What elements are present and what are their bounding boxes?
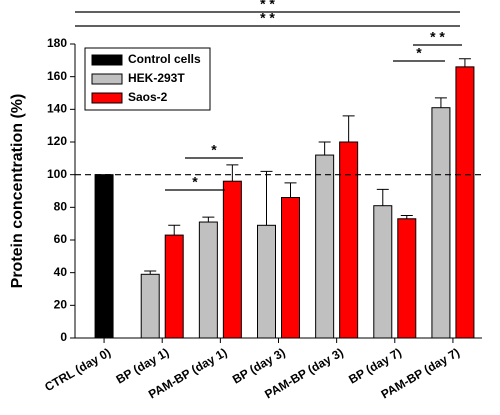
bar (315, 154, 335, 339)
bar (397, 218, 417, 339)
y-tick-label: 0 (60, 330, 67, 344)
legend-label: HEK-293T (128, 71, 185, 85)
error-bar (400, 215, 413, 219)
bar (455, 66, 475, 339)
error-bar (284, 182, 297, 198)
legend-label: Saos-2 (128, 90, 168, 104)
significance-label: * (211, 142, 217, 158)
bar (164, 234, 184, 339)
legend-swatch (91, 92, 123, 104)
error-bar (260, 170, 273, 226)
bar (198, 221, 218, 339)
y-axis-label: Protein concentration (%) (9, 94, 26, 289)
error-bar (342, 115, 355, 142)
y-tick-label: 160 (47, 69, 67, 83)
bar (339, 141, 359, 339)
error-bar (168, 224, 181, 236)
bar (373, 205, 393, 339)
y-tick-label: 140 (47, 102, 67, 116)
error-bar (144, 270, 157, 275)
y-tick-label: 20 (54, 298, 68, 312)
significance-label: * (192, 174, 198, 190)
y-tick-label: 40 (54, 265, 68, 279)
error-bar (434, 97, 447, 108)
error-bar (202, 216, 215, 223)
significance-label: * * (430, 29, 445, 45)
legend-swatch (91, 54, 123, 66)
bar (257, 224, 276, 339)
error-bar (376, 188, 389, 206)
bar (94, 174, 114, 339)
bar (281, 197, 300, 339)
bar (431, 107, 451, 339)
error-bar (318, 141, 331, 156)
bar (222, 180, 242, 339)
legend-swatch (91, 73, 123, 85)
y-tick-label: 100 (47, 167, 67, 181)
y-tick-label: 120 (47, 134, 67, 148)
significance-label: * (416, 45, 422, 61)
y-tick-label: 80 (54, 200, 68, 214)
error-bar (458, 58, 471, 67)
legend-label: Control cells (128, 52, 201, 66)
x-tick-label: CTRL (day 0) (42, 345, 113, 394)
bar (140, 273, 160, 339)
y-tick-label: 180 (47, 36, 67, 50)
y-tick-label: 60 (54, 232, 68, 246)
significance-label: * * (260, 10, 275, 26)
significance-label: * * (260, 0, 275, 12)
error-bar (226, 164, 239, 182)
